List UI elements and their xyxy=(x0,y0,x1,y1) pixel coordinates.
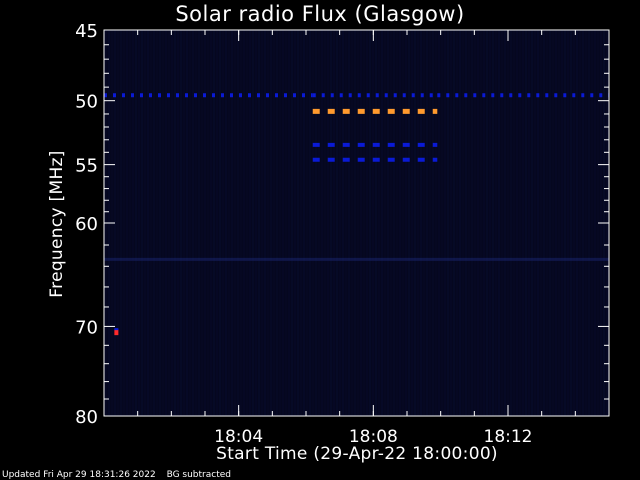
plot-area xyxy=(104,30,609,416)
x-tick-label: 18:08 xyxy=(349,427,398,447)
footer-status: Updated Fri Apr 29 18:31:26 2022 BG subt… xyxy=(2,470,239,480)
bg-subtracted-note: BG subtracted xyxy=(166,470,231,480)
updated-timestamp: Updated Fri Apr 29 18:31:26 2022 xyxy=(2,470,156,480)
spot-0 xyxy=(114,329,119,336)
x-tick-label: 18:12 xyxy=(484,427,533,447)
background-band xyxy=(104,257,609,261)
y-tick-label: 60 xyxy=(75,214,98,235)
y-tick-label: 45 xyxy=(75,21,98,42)
spot-edge-0 xyxy=(114,328,119,331)
y-tick-label: 80 xyxy=(75,407,98,428)
chart-title: Solar radio Flux (Glasgow) xyxy=(175,2,465,26)
y-tick-label: 70 xyxy=(75,317,98,338)
y-axis-label: Frequency [MHz] xyxy=(47,150,67,298)
x-tick-label: 18:04 xyxy=(214,427,263,447)
y-tick-label: 50 xyxy=(75,92,98,113)
y-tick-label: 55 xyxy=(75,156,98,177)
x-axis-label: Start Time (29-Apr-22 18:00:00) xyxy=(216,444,498,464)
